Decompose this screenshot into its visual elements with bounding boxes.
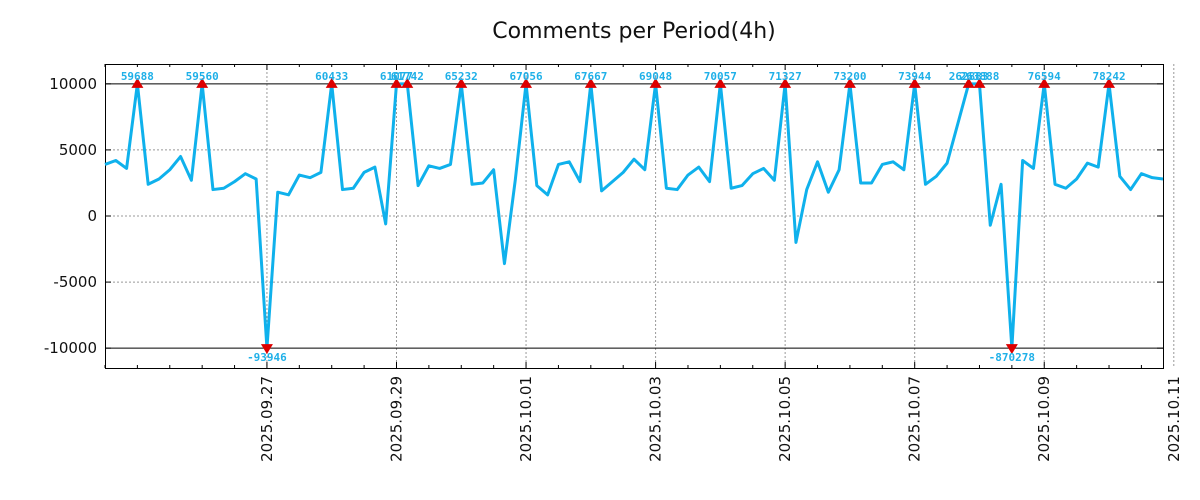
x-tick-label: 2025.10.01 — [517, 376, 535, 462]
peak-label: 61742 — [391, 70, 424, 83]
peak-marker — [973, 77, 986, 88]
peak-label: -93946 — [247, 351, 287, 364]
peak-label: 73200 — [833, 70, 866, 83]
peak-marker — [196, 77, 209, 88]
peak-marker — [401, 77, 414, 88]
x-tick-label: 2025.10.07 — [906, 376, 924, 462]
peak-label: 61077 — [380, 70, 413, 83]
series-line — [104, 82, 1164, 350]
peak-marker — [390, 77, 403, 88]
peak-marker — [584, 77, 597, 88]
peak-marker — [1005, 344, 1018, 355]
peak-marker — [843, 77, 856, 88]
chart-title: Comments per Period(4h) — [492, 19, 776, 44]
peak-label: 67056 — [509, 70, 542, 83]
peak-label: 59688 — [121, 70, 154, 83]
x-axis: 2025.09.27 2025.09.29 2025.10.01 2025.10.03… — [104, 64, 1183, 462]
peak-marker — [260, 344, 273, 355]
grid-layer — [105, 64, 1175, 368]
peak-marker — [908, 77, 921, 88]
y-tick-label: -10000 — [44, 339, 97, 357]
x-tick-label: 2025.09.29 — [387, 376, 405, 462]
peak-label: 67667 — [574, 70, 607, 83]
peak-label: 60433 — [315, 70, 348, 83]
peak-marker — [962, 77, 975, 88]
y-axis: 10000 5000 0 -5000 -10000 — [44, 75, 1163, 357]
peak-marker — [455, 77, 468, 88]
peak-label: 65232 — [445, 70, 478, 83]
peak-marker — [325, 77, 338, 88]
peak-label: 70057 — [704, 70, 737, 83]
peak-marker — [779, 77, 792, 88]
peak-marker — [714, 77, 727, 88]
x-tick-label: 2025.10.03 — [647, 376, 665, 462]
peak-label: 262883 — [949, 70, 989, 83]
peak-marker — [131, 77, 144, 88]
y-tick-label: -5000 — [53, 273, 97, 291]
peak-marker — [1103, 77, 1116, 88]
peak-label: 69048 — [639, 70, 672, 83]
y-tick-label: 0 — [87, 207, 97, 225]
x-tick-label: 2025.10.05 — [776, 376, 794, 462]
peak-label: 73944 — [898, 70, 931, 83]
clip-lines — [105, 83, 1163, 349]
peak-markers — [131, 77, 1116, 355]
peak-marker — [649, 77, 662, 88]
y-tick-label: 10000 — [49, 75, 97, 93]
peak-label: 76594 — [1028, 70, 1061, 83]
x-tick-label: 2025.10.11 — [1165, 376, 1183, 462]
peak-marker — [1038, 77, 1051, 88]
peak-label: 78242 — [1092, 70, 1125, 83]
x-tick-label: 2025.10.09 — [1035, 376, 1053, 462]
peak-label: 59560 — [186, 70, 219, 83]
peak-label: -870278 — [989, 351, 1035, 364]
peak-label: 263888 — [960, 70, 1000, 83]
peak-label: 71327 — [769, 70, 802, 83]
y-tick-label: 5000 — [59, 141, 97, 159]
x-tick-label: 2025.09.27 — [258, 376, 276, 462]
peak-marker — [520, 77, 533, 88]
